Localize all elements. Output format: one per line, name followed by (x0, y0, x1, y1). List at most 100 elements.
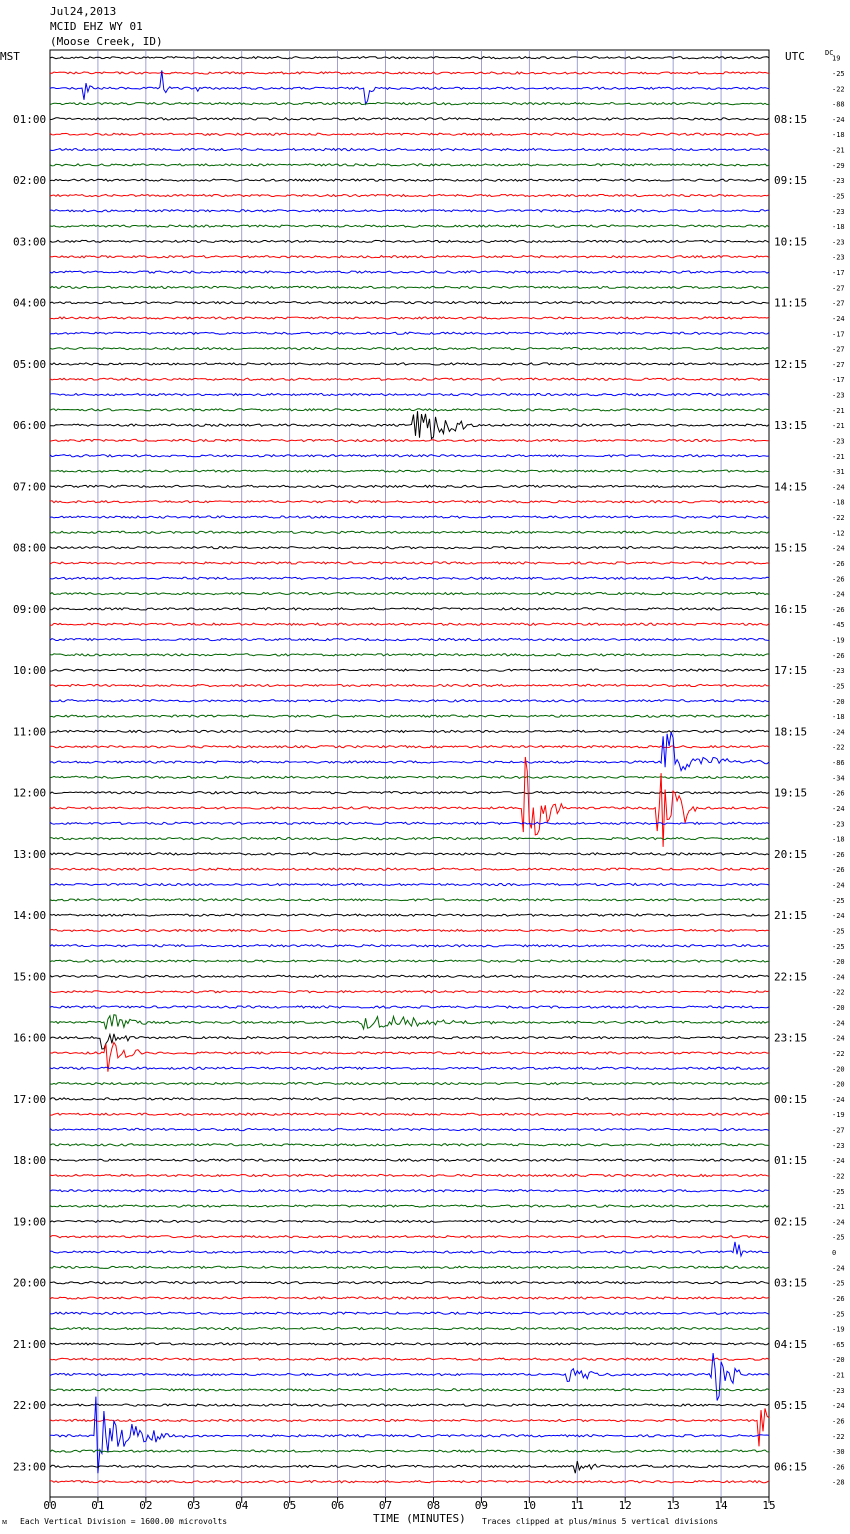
trace-line (49, 1158, 770, 1162)
mst-hour-label: 14:00 (13, 909, 46, 922)
dc-offset-label: -20 (832, 1065, 845, 1073)
scale-note: Each Vertical Division = 1600.00 microvo… (20, 1517, 228, 1526)
right-axis-title: UTC (785, 50, 805, 63)
trace-line (49, 732, 770, 772)
x-tick-label: 03 (187, 1499, 200, 1512)
dc-offset-label: -24 (832, 483, 845, 491)
dc-offset-label: -22 (832, 744, 845, 752)
dc-offset-label: -24 (832, 1402, 845, 1410)
utc-hour-label: 04:15 (774, 1338, 807, 1351)
trace-line (49, 1097, 770, 1101)
mst-hour-label: 08:00 (13, 542, 46, 555)
mst-hour-label: 11:00 (13, 725, 46, 738)
dc-offset-label: -19 (832, 1326, 845, 1334)
dc-offset-label: -24 (832, 591, 845, 599)
mst-hour-label: 01:00 (13, 113, 46, 126)
x-tick-label: 02 (139, 1499, 152, 1512)
dc-offset-label: -24 (832, 116, 845, 124)
trace-line (49, 530, 770, 535)
dc-offset-label: -25 (832, 1234, 845, 1242)
trace-line (49, 1311, 770, 1315)
dc-offset-label: -25 (832, 1310, 845, 1318)
utc-hour-label: 13:15 (774, 419, 807, 432)
trace-line (49, 1265, 770, 1270)
mst-hour-label: 19:00 (13, 1215, 46, 1228)
trace-line (49, 1081, 770, 1086)
dc-offset-label: -30 (832, 1448, 845, 1456)
trace-line (49, 239, 770, 244)
utc-hour-label: 22:15 (774, 970, 807, 983)
x-tick-label: 07 (379, 1499, 392, 1512)
mst-hour-label: 16:00 (13, 1032, 46, 1045)
trace-line (49, 836, 770, 841)
trace-line (49, 1357, 770, 1362)
dc-offset-label: -24 (832, 545, 845, 553)
dc-offset-label: -22 (832, 989, 845, 997)
dc-offset-label: -26 (832, 652, 845, 660)
trace-line (49, 1189, 770, 1193)
x-tick-label: 10 (523, 1499, 536, 1512)
mst-hour-label: 06:00 (13, 419, 46, 432)
utc-hour-label: 23:15 (774, 1032, 807, 1045)
dc-offset-label: 19 (832, 55, 840, 63)
dc-offset-label: -34 (832, 774, 845, 782)
utc-hour-label: 14:15 (774, 480, 807, 493)
station-name: MCID EHZ WY 01 (50, 20, 143, 33)
dc-offset-label: -22 (832, 1433, 845, 1441)
trace-line (50, 744, 770, 749)
x-tick-label: 15 (762, 1499, 775, 1512)
mst-hour-label: 02:00 (13, 174, 46, 187)
trace-line (49, 683, 770, 688)
dc-offset-label: -25 (832, 192, 845, 200)
utc-hour-label: 16:15 (774, 603, 807, 616)
dc-offset-label: -23 (832, 820, 845, 828)
trace-line (49, 1342, 770, 1346)
dc-label: DC (825, 49, 834, 57)
trace-line (49, 1041, 770, 1072)
dc-offset-label: -20 (832, 698, 845, 706)
trace-line (49, 1143, 770, 1147)
trace-line (50, 1396, 770, 1474)
dc-offset-label: -17 (832, 376, 845, 384)
trace-line (49, 1403, 770, 1407)
dc-offset-label: -18 (832, 499, 845, 507)
dc-offset-label: -21 (832, 1372, 845, 1380)
x-tick-label: 13 (667, 1499, 680, 1512)
x-tick-label: 14 (714, 1499, 728, 1512)
trace-line (49, 411, 770, 440)
trace-line (49, 1066, 770, 1071)
trace-line (49, 699, 770, 703)
dc-offset-label: -24 (832, 315, 845, 323)
trace-line (49, 316, 770, 320)
dc-offset-label: -86 (832, 759, 845, 767)
mst-hour-label: 20:00 (13, 1277, 46, 1290)
utc-hour-label: 15:15 (774, 542, 807, 555)
utc-hour-label: 03:15 (774, 1277, 807, 1290)
trace-line (49, 132, 770, 136)
mst-hour-label: 23:00 (13, 1460, 46, 1473)
mst-hour-label: 13:00 (13, 848, 46, 861)
dc-offset-label: -29 (832, 162, 845, 170)
mst-hour-label: 15:00 (13, 970, 46, 983)
mst-hour-label: 07:00 (13, 480, 46, 493)
trace-line (49, 438, 770, 443)
dc-offset-label: -45 (832, 621, 845, 629)
utc-hour-label: 21:15 (774, 909, 807, 922)
trace-line (50, 1479, 770, 1484)
dc-offset-label: -28 (832, 1479, 845, 1487)
trace-line (49, 1352, 770, 1401)
dc-offset-label: -22 (832, 514, 845, 522)
dc-offset-label: -19 (832, 637, 845, 645)
dc-offset-label: -22 (832, 1172, 845, 1180)
trace-line (49, 1005, 770, 1009)
clip-note: Traces clipped at plus/minus 5 vertical … (482, 1517, 719, 1526)
corner-mark: ᴍ (2, 1517, 8, 1526)
trace-line (49, 1296, 770, 1300)
trace-line (49, 346, 770, 351)
trace-line (49, 637, 770, 642)
trace-line (49, 545, 770, 550)
trace-line (49, 898, 770, 902)
trace-line (49, 392, 770, 397)
trace-line (49, 989, 770, 994)
utc-hour-label: 02:15 (774, 1215, 807, 1228)
